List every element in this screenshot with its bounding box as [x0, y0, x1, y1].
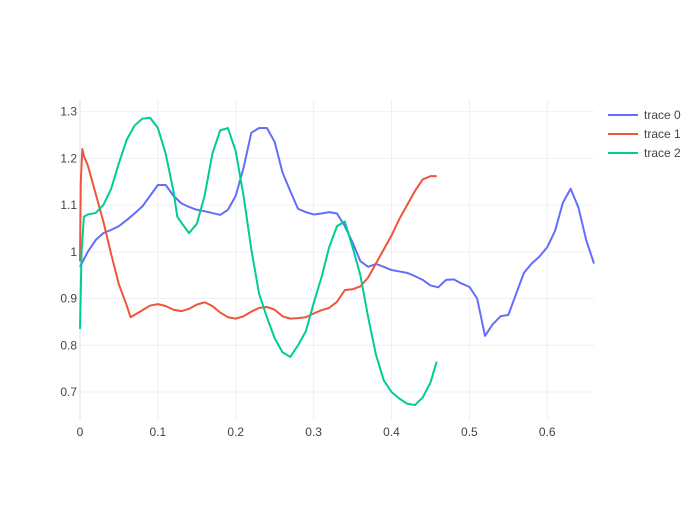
y-tick-label: 1.2 [60, 151, 77, 165]
x-tick-label: 0 [77, 425, 84, 439]
series-line-trace-1[interactable] [79, 148, 437, 320]
x-tick-label: 0.3 [305, 425, 322, 439]
series-layer [79, 116, 595, 407]
x-tick-label: 0.1 [150, 425, 167, 439]
plot-area-background [80, 100, 594, 420]
legend-item-trace-2[interactable]: trace 2 [608, 146, 681, 160]
y-tick-label: 1 [70, 245, 77, 259]
x-tick-label: 0.2 [227, 425, 244, 439]
legend[interactable]: trace 0 trace 1 trace 2 [608, 108, 681, 160]
legend-item-trace-1[interactable]: trace 1 [608, 127, 681, 141]
x-tick-label: 0.5 [461, 425, 478, 439]
legend-label: trace 1 [644, 127, 681, 141]
series-line-trace-2[interactable] [79, 116, 438, 407]
series-line-trace-0[interactable] [79, 127, 595, 337]
x-tick-label: 0.4 [383, 425, 400, 439]
x-tick-label: 0.6 [539, 425, 556, 439]
y-tick-label: 1.1 [60, 198, 77, 212]
y-tick-label: 1.3 [60, 105, 77, 119]
legend-label: trace 0 [644, 108, 681, 122]
y-tick-label: 0.7 [60, 385, 77, 399]
legend-item-trace-0[interactable]: trace 0 [608, 108, 681, 122]
y-tick-label: 0.9 [60, 292, 77, 306]
legend-label: trace 2 [644, 146, 681, 160]
y-tick-label: 0.8 [60, 338, 77, 352]
axis-tick-labels: 0 0.1 0.2 0.3 0.4 0.5 0.6 0.7 0.8 0.9 1 1.1 1.2 1.3 [60, 105, 556, 439]
